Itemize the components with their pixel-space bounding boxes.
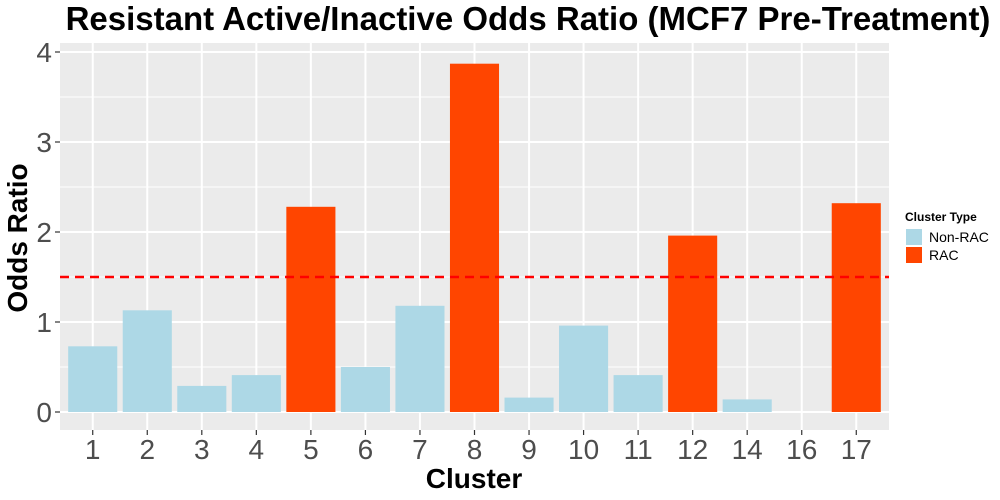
bar-cluster-4 — [231, 375, 281, 412]
x-axis-title: Cluster — [426, 463, 523, 494]
x-tick-label: 8 — [467, 434, 483, 465]
x-tick-label: 7 — [412, 434, 428, 465]
x-tick-label: 16 — [786, 434, 817, 465]
x-axis-ticks: 1 2 3 4 5 6 7 8 9 10 11 12 14 16 17 — [85, 430, 872, 465]
y-axis-ticks: 0 1 2 3 4 — [36, 37, 60, 428]
x-tick-label: 6 — [358, 434, 374, 465]
x-tick-label: 10 — [568, 434, 599, 465]
bar-cluster-2 — [122, 310, 172, 412]
bar-cluster-8 — [449, 63, 500, 412]
bar-cluster-12 — [668, 235, 718, 412]
bar-cluster-11 — [613, 375, 663, 412]
y-tick-label: 1 — [36, 307, 52, 338]
x-tick-label: 1 — [85, 434, 101, 465]
legend-swatch-non-rac — [906, 229, 922, 245]
x-tick-label: 2 — [139, 434, 155, 465]
y-tick-label: 4 — [36, 37, 52, 68]
legend-swatch-rac — [906, 247, 922, 263]
legend: Cluster Type Non-RAC RAC — [905, 210, 989, 263]
bar-cluster-6 — [340, 367, 390, 412]
x-tick-label: 9 — [521, 434, 537, 465]
x-tick-label: 14 — [732, 434, 763, 465]
y-tick-label: 2 — [36, 217, 52, 248]
chart-title: Resistant Active/Inactive Odds Ratio (MC… — [66, 0, 991, 37]
bar-cluster-1 — [68, 346, 118, 412]
bar-cluster-7 — [395, 305, 445, 412]
bars — [68, 63, 881, 412]
bar-cluster-14 — [722, 399, 772, 412]
x-tick-label: 12 — [677, 434, 708, 465]
legend-label: RAC — [929, 247, 959, 263]
y-tick-label: 0 — [36, 397, 52, 428]
y-tick-label: 3 — [36, 127, 52, 158]
x-tick-label: 3 — [194, 434, 210, 465]
bar-cluster-9 — [504, 397, 554, 412]
legend-label: Non-RAC — [929, 229, 989, 245]
bar-cluster-5 — [286, 206, 336, 412]
bar-cluster-3 — [177, 385, 227, 412]
x-tick-label: 11 — [624, 434, 653, 465]
x-tick-label: 5 — [303, 434, 319, 465]
y-axis-title: Odds Ratio — [2, 163, 33, 312]
bar-cluster-10 — [559, 325, 609, 412]
legend-title: Cluster Type — [905, 210, 977, 224]
bar-cluster-17 — [831, 203, 881, 412]
x-tick-label: 17 — [841, 434, 872, 465]
x-tick-label: 4 — [249, 434, 265, 465]
